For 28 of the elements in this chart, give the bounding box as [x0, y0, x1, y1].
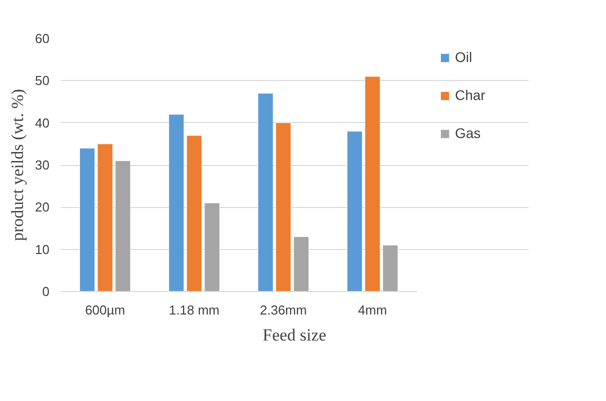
- bar: [168, 114, 184, 292]
- y-tick-label: 50: [35, 73, 50, 88]
- bar: [346, 131, 362, 292]
- bar: [276, 122, 292, 292]
- bar: [364, 76, 380, 292]
- bar: [97, 144, 113, 292]
- y-tick-label: 30: [35, 158, 50, 172]
- x-axis-title: Feed size: [262, 326, 326, 344]
- x-tick-label: 1.18 mm: [168, 302, 220, 318]
- bar: [293, 236, 310, 292]
- y-tick-label: 10: [35, 242, 50, 257]
- x-tick-label: 4mm: [358, 302, 387, 318]
- bar: [115, 160, 131, 292]
- legend-label: Gas: [455, 125, 481, 141]
- y-tick-label: 60: [35, 31, 50, 46]
- y-axis-title: product yeilds (wt. %): [8, 88, 28, 242]
- y-tick-label: 20: [35, 200, 50, 215]
- legend-label: Oil: [455, 49, 474, 65]
- legend-label: Char: [455, 87, 486, 103]
- bar: [258, 93, 274, 292]
- x-tick-label: 600µm: [85, 302, 126, 318]
- bar: [79, 148, 96, 292]
- y-tick-label: 40: [35, 115, 50, 130]
- bar: [204, 202, 220, 292]
- bar: [186, 135, 202, 292]
- y-tick-label: 0: [42, 284, 50, 299]
- x-tick-label: 2.36mm: [260, 302, 307, 318]
- bar: [382, 244, 398, 292]
